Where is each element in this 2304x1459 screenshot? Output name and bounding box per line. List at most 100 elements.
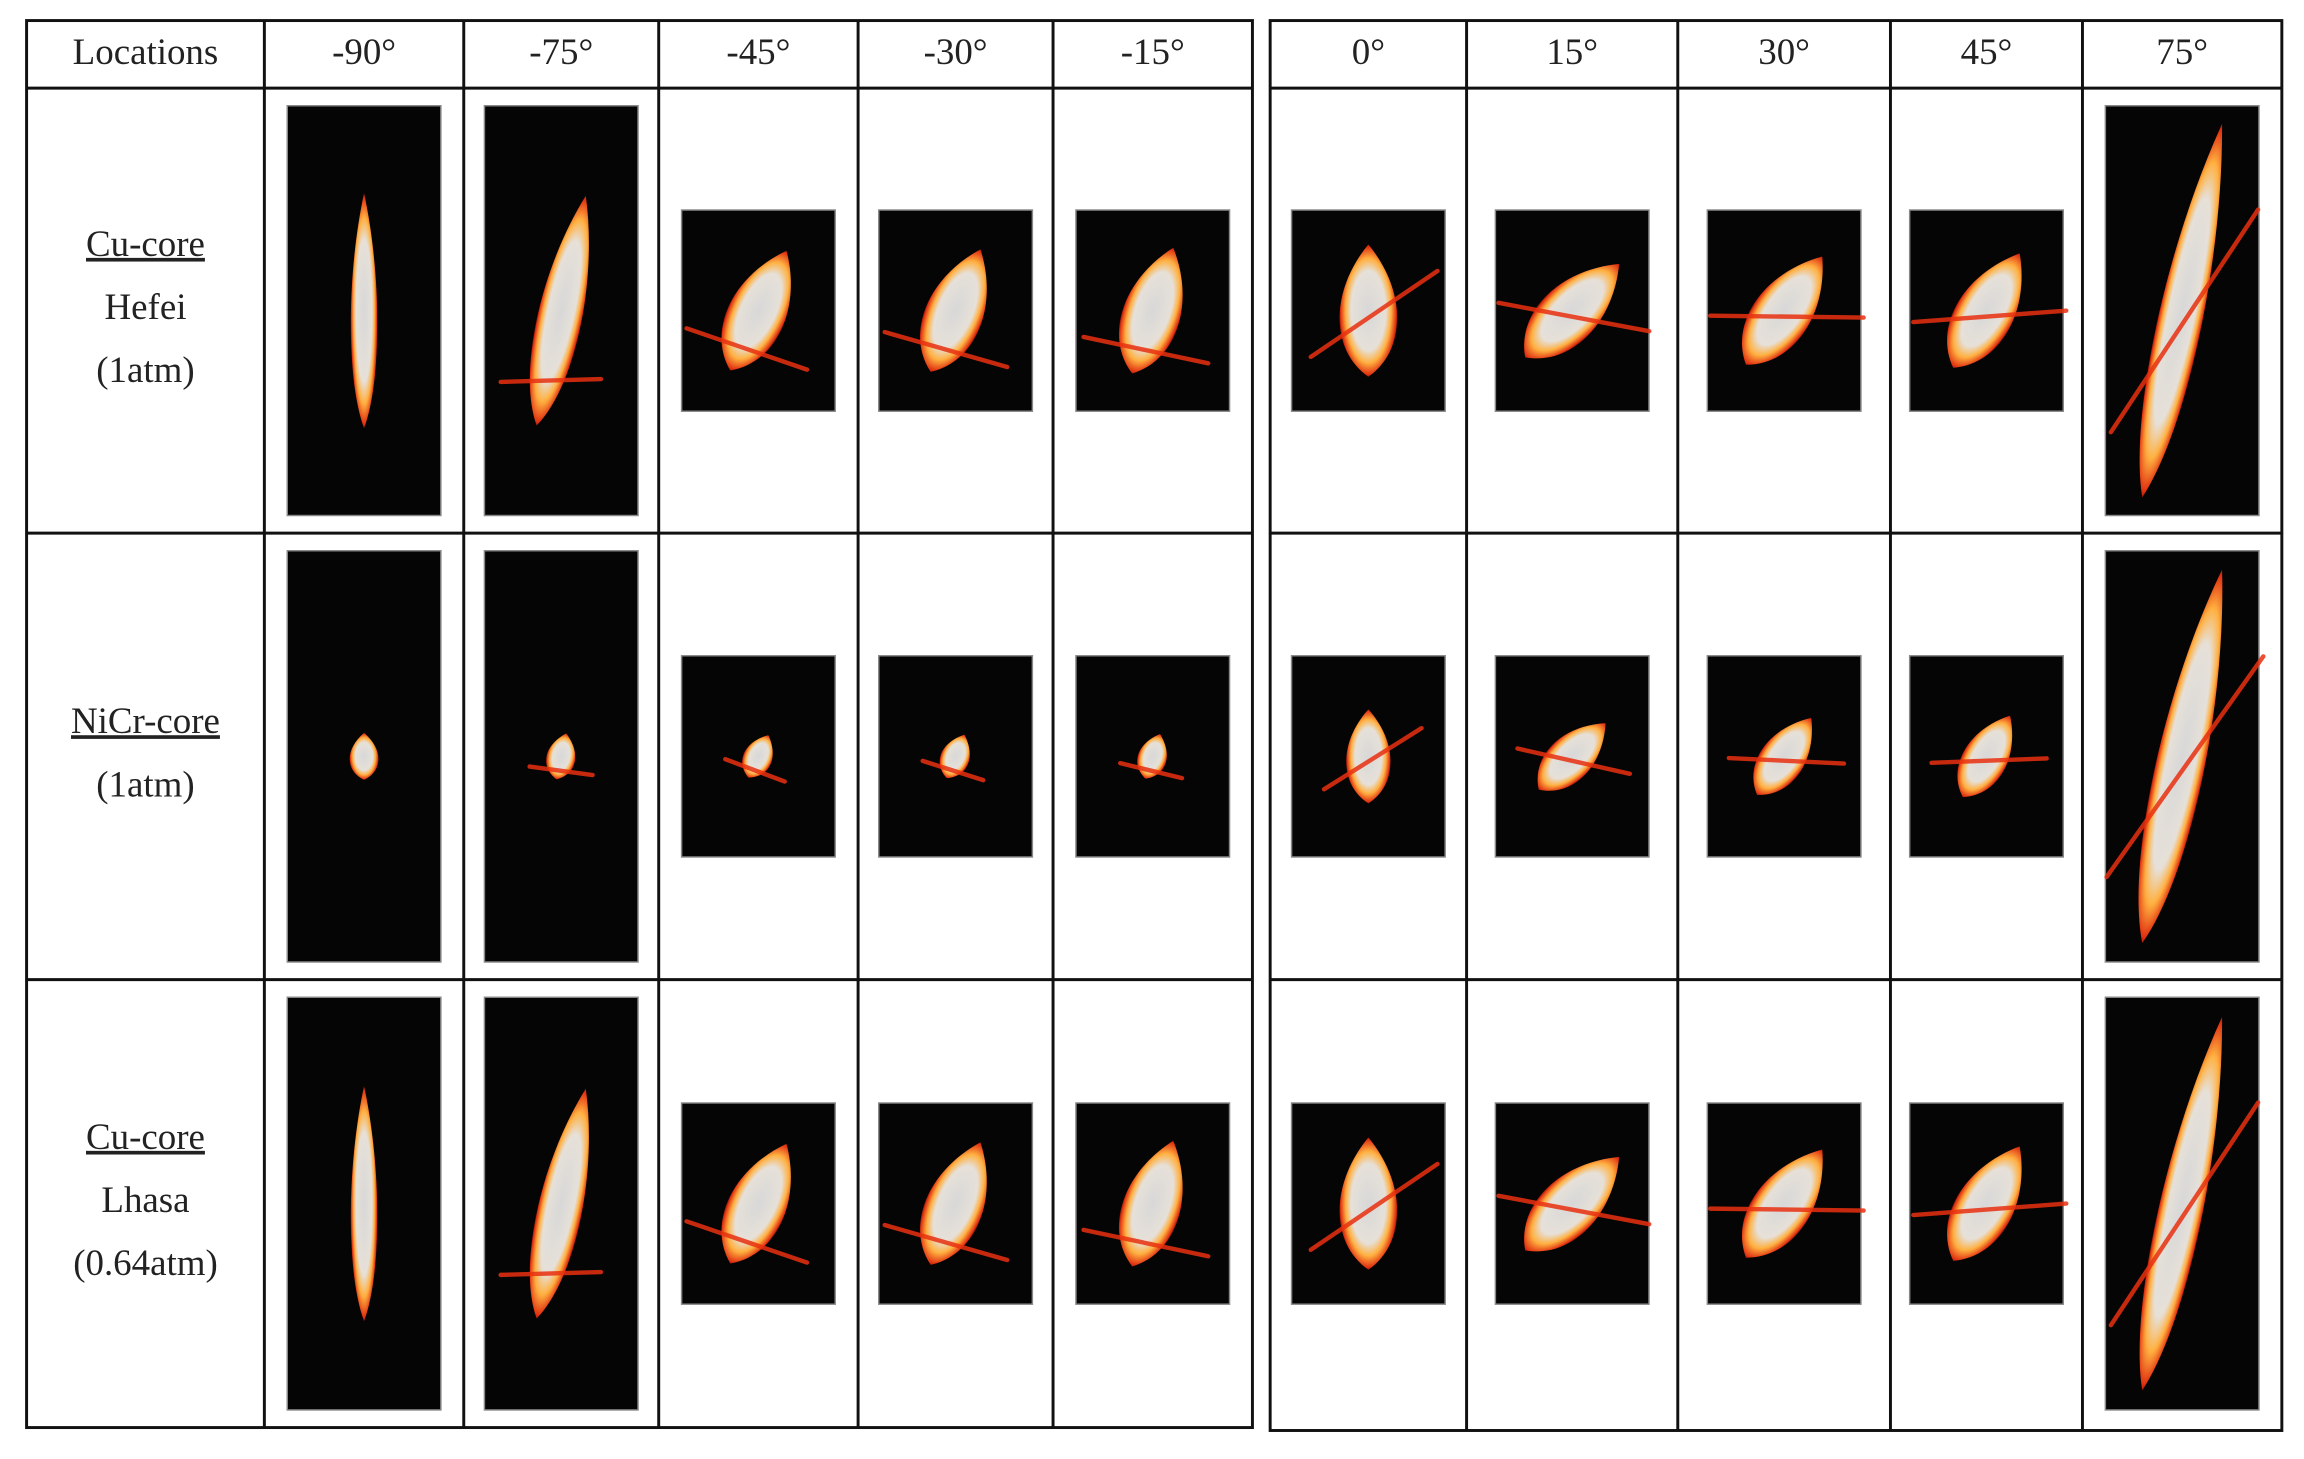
- flame-body: [1524, 1156, 1620, 1252]
- flame-streak: [1708, 1206, 1866, 1213]
- column-header: 15°: [1546, 31, 1598, 72]
- flame-body: [1537, 723, 1606, 791]
- flame-streak: [2108, 1100, 2261, 1328]
- flame-streak: [527, 764, 595, 778]
- flame-streak: [1081, 1227, 1211, 1259]
- flame-streak: [723, 756, 787, 784]
- row-label: NiCr-core: [71, 700, 220, 741]
- flame-streak: [2108, 207, 2261, 435]
- flame-streak: [920, 758, 986, 783]
- flame-streak: [684, 1219, 810, 1265]
- row-label: Lhasa: [101, 1179, 189, 1220]
- flame: [498, 1088, 604, 1319]
- flame-streak: [1496, 1193, 1652, 1227]
- flame: [1726, 717, 1847, 795]
- flame: [1118, 734, 1185, 781]
- flame-body: [1947, 1146, 2022, 1261]
- flame: [1911, 253, 2069, 368]
- flame-body: [529, 1088, 589, 1319]
- flame: [350, 193, 378, 429]
- flame: [723, 735, 787, 784]
- flame-streak: [498, 1269, 604, 1278]
- flame: [498, 195, 604, 426]
- flame: [1321, 709, 1424, 804]
- flame-streak: [1929, 756, 2049, 766]
- flame: [2108, 1016, 2261, 1391]
- flame-body: [2138, 569, 2223, 944]
- flame: [1708, 256, 1866, 365]
- flame: [1308, 1137, 1440, 1270]
- flame-body: [2139, 123, 2223, 498]
- flame-body: [920, 249, 987, 372]
- flame-body: [1742, 256, 1823, 365]
- flame: [350, 1086, 378, 1322]
- flame-body: [1524, 263, 1620, 359]
- flame-body: [1957, 715, 2013, 798]
- flame-body: [350, 193, 378, 429]
- flame-streak: [1496, 300, 1652, 334]
- flame-streak: [1118, 760, 1185, 781]
- flame: [2104, 569, 2266, 944]
- column-header: Locations: [73, 31, 219, 72]
- flame: [1911, 1146, 2069, 1261]
- column-header: 45°: [1961, 31, 2013, 72]
- column-header: 30°: [1758, 31, 1810, 72]
- flame-body: [1339, 244, 1398, 377]
- flame-streak: [2104, 654, 2266, 880]
- flame-streak: [498, 376, 604, 385]
- row-label: Cu-core: [86, 1116, 205, 1157]
- column-header: -90°: [332, 31, 396, 72]
- flame: [882, 249, 1010, 372]
- labels: Locations -90° -75° -45° -30° -15° 0° 15° 30° 45°…: [71, 31, 2208, 1283]
- flame-streak: [882, 329, 1010, 370]
- flame-streak: [684, 326, 810, 372]
- flame-body: [1118, 1140, 1183, 1267]
- column-header: 75°: [2156, 31, 2208, 72]
- flame-streak: [1081, 334, 1211, 366]
- flame: [920, 734, 986, 783]
- flame-photos: [286, 105, 2266, 1411]
- flame-body: [529, 195, 589, 426]
- flame-streak: [1726, 755, 1847, 766]
- flame: [1081, 1140, 1211, 1267]
- table-grid: [25, 19, 2284, 1432]
- column-header: -15°: [1121, 31, 1185, 72]
- flame-body: [721, 1143, 791, 1264]
- flame-body: [1118, 247, 1183, 374]
- flame-streak: [1308, 268, 1440, 360]
- flame-streak: [1308, 1161, 1440, 1253]
- flame-body: [721, 250, 791, 371]
- flame: [1496, 263, 1652, 359]
- column-header: -45°: [726, 31, 790, 72]
- flame-streak: [1911, 1201, 2069, 1218]
- row-label: Cu-core: [86, 223, 205, 264]
- flame-streak: [1321, 725, 1424, 792]
- flame: [882, 1142, 1010, 1265]
- flame: [684, 1143, 810, 1265]
- column-header: 0°: [1352, 31, 1385, 72]
- flame-body: [1753, 717, 1812, 795]
- flame-photo: [1290, 655, 1446, 858]
- flame-body: [350, 1086, 378, 1322]
- row-label: (0.64atm): [73, 1242, 218, 1283]
- flame-streak: [1708, 313, 1866, 320]
- flame-body: [349, 732, 379, 780]
- flame-body: [2139, 1016, 2223, 1391]
- flame: [1708, 1149, 1866, 1258]
- flame-streak: [1911, 308, 2069, 325]
- flame: [684, 250, 810, 372]
- flame: [349, 732, 379, 780]
- flame-body: [1339, 1137, 1398, 1270]
- flame: [1515, 723, 1633, 791]
- row-label: (1atm): [96, 349, 194, 390]
- flame-body: [920, 1142, 987, 1265]
- flame-body: [1947, 253, 2022, 368]
- flame: [527, 733, 595, 780]
- row-label: Hefei: [104, 286, 186, 327]
- flame-streak: [1515, 746, 1633, 777]
- flame-body: [1742, 1149, 1823, 1258]
- flame: [1496, 1156, 1652, 1252]
- flame: [1308, 244, 1440, 377]
